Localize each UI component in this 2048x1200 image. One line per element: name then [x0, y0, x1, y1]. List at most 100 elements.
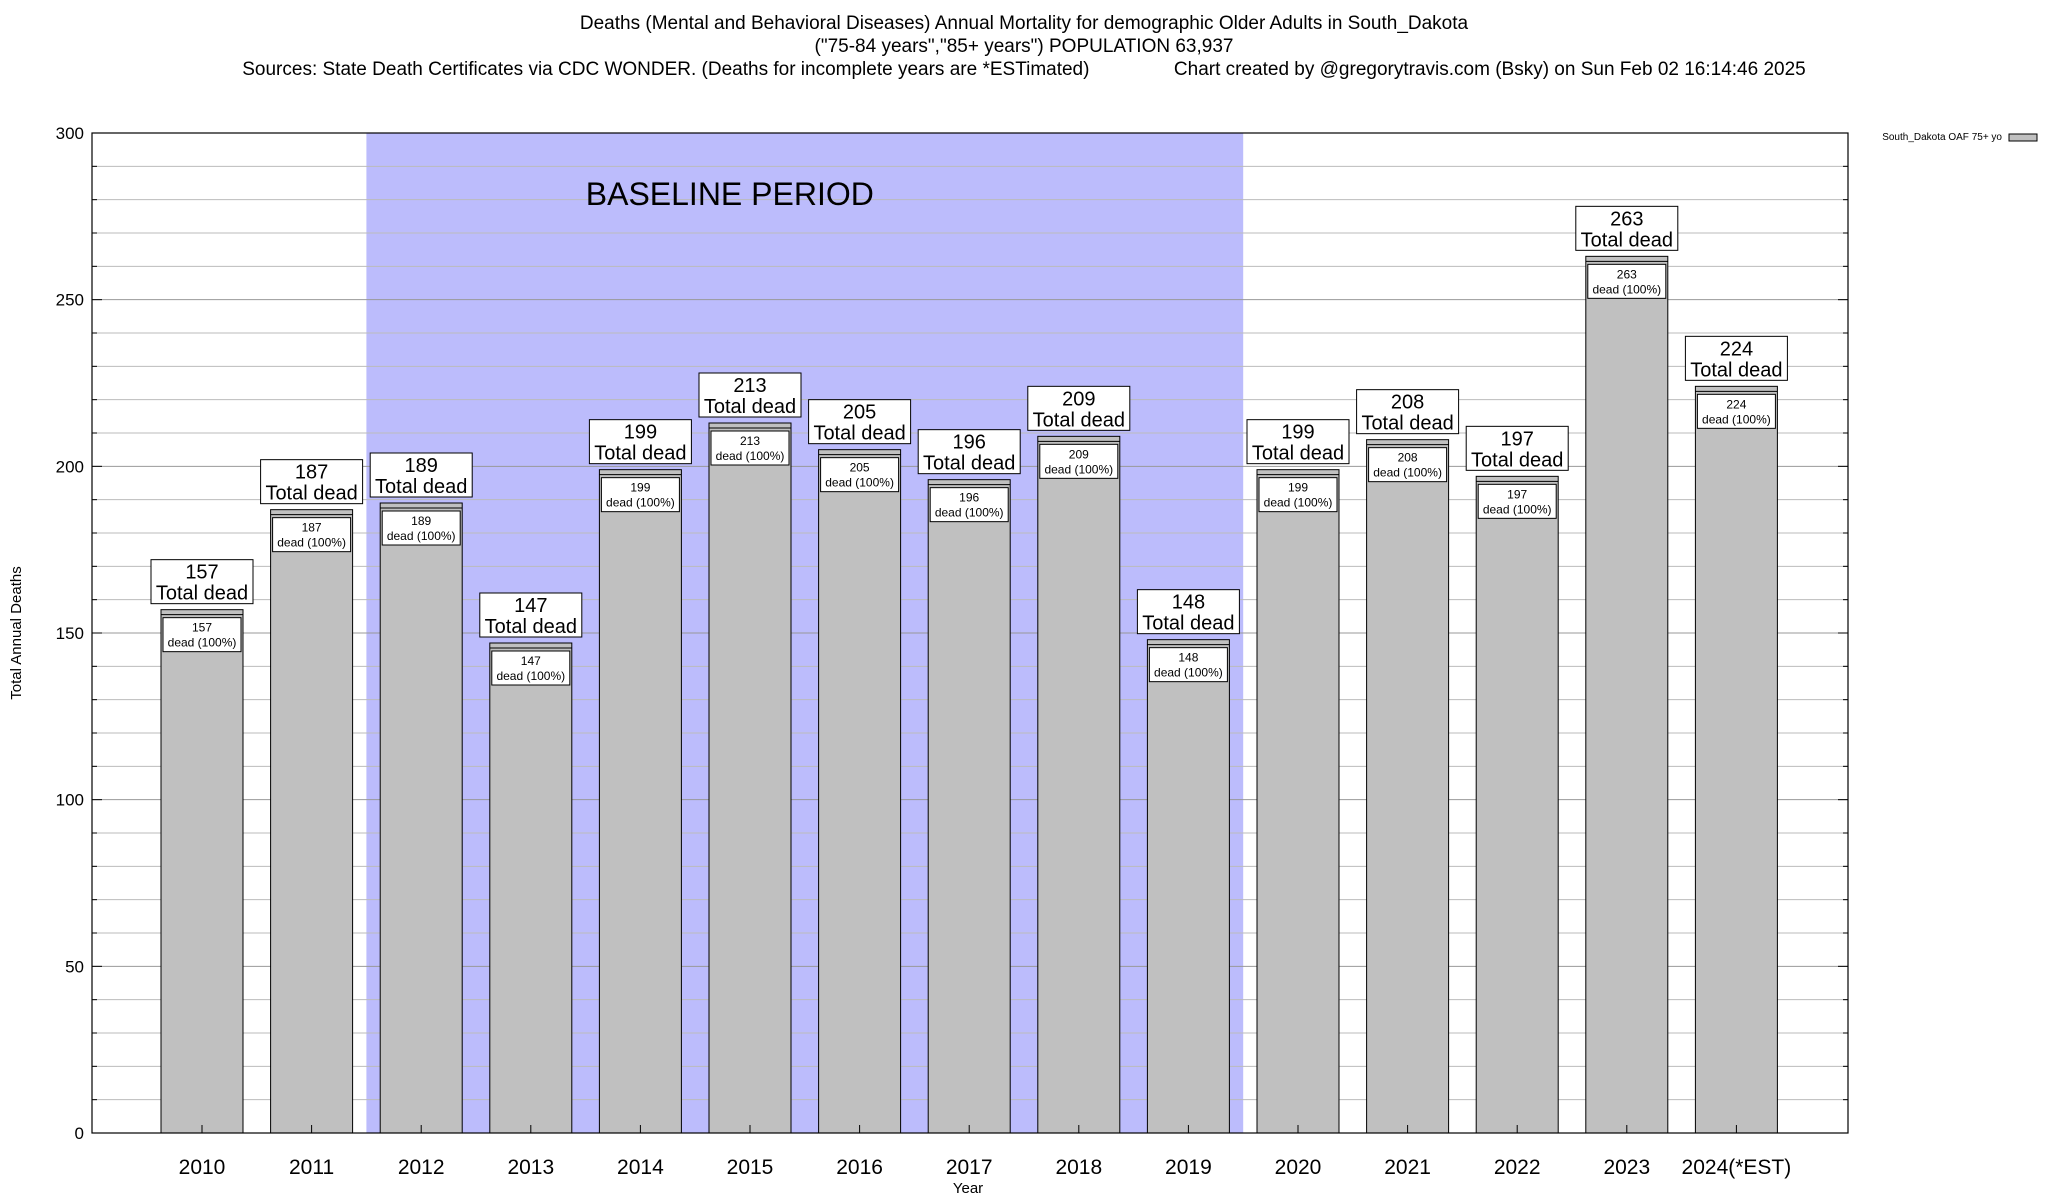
- total-dead-label: Total dead: [485, 616, 577, 638]
- total-label-box: [1465, 425, 1569, 471]
- bar: [160, 609, 244, 1134]
- total-label-box: [1575, 205, 1679, 251]
- inner-label-box: [272, 517, 352, 553]
- inner-percent-label: dead (100%): [716, 449, 785, 463]
- inner-percent-label: dead (100%): [825, 476, 894, 490]
- total-dead-label: Total dead: [704, 396, 796, 418]
- inner-percent-label: dead (100%): [1373, 466, 1442, 480]
- total-value-label: 199: [624, 422, 657, 444]
- total-label-box: [1246, 419, 1350, 465]
- total-label-box: [1027, 385, 1131, 431]
- total-label-box: [808, 399, 912, 445]
- x-tick-label: 2010: [179, 1156, 226, 1179]
- bar: [1694, 385, 1778, 1134]
- inner-label-box: [710, 430, 790, 466]
- inner-percent-label: dead (100%): [277, 536, 346, 550]
- total-value-label: 213: [733, 375, 766, 397]
- total-dead-label: Total dead: [1033, 409, 1125, 431]
- total-dead-label: Total dead: [923, 453, 1015, 475]
- total-dead-label: Total dead: [1252, 443, 1344, 465]
- inner-label-box: [820, 457, 900, 493]
- inner-value-label: 187: [302, 521, 322, 535]
- x-tick-label: 2015: [727, 1156, 774, 1179]
- y-tick-label: 300: [56, 124, 84, 143]
- inner-value-label: 196: [959, 491, 979, 505]
- total-dead-label: Total dead: [813, 423, 905, 445]
- total-dead-label: Total dead: [1690, 359, 1782, 381]
- inner-value-label: 209: [1069, 447, 1089, 461]
- inner-percent-label: dead (100%): [1154, 666, 1223, 680]
- x-tick-label: 2018: [1055, 1156, 1102, 1179]
- total-dead-label: Total dead: [375, 476, 467, 498]
- legend-label: South_Dakota OAF 75+ yo: [1882, 132, 2002, 143]
- x-tick-label: 2013: [507, 1156, 554, 1179]
- inner-label-box: [1477, 483, 1557, 519]
- bar: [708, 422, 792, 1134]
- inner-label-box: [600, 477, 680, 513]
- inner-value-label: 197: [1507, 487, 1527, 501]
- chart-titles: Deaths (Mental and Behavioral Diseases) …: [0, 12, 2048, 81]
- x-tick-label: 2011: [289, 1156, 334, 1179]
- inner-label-box: [1587, 263, 1667, 299]
- total-dead-label: Total dead: [1471, 449, 1563, 471]
- total-label-box: [479, 592, 583, 638]
- total-label-box: [150, 559, 254, 605]
- total-value-label: 205: [843, 402, 876, 424]
- inner-value-label: 189: [411, 514, 431, 528]
- plot-border: [91, 132, 1849, 1134]
- total-value-label: 263: [1610, 208, 1643, 230]
- total-label-box: [588, 419, 692, 465]
- inner-value-label: 208: [1398, 451, 1418, 465]
- inner-value-label: 157: [192, 621, 212, 635]
- inner-percent-label: dead (100%): [496, 669, 565, 683]
- legend-swatch: [2008, 133, 2038, 142]
- x-tick-label: 2014: [617, 1156, 664, 1179]
- chart-subtitle: ("75-84 years","85+ years") POPULATION 6…: [814, 36, 1234, 57]
- bar: [1475, 475, 1559, 1134]
- x-tick-label: 2016: [836, 1156, 883, 1179]
- inner-value-label: 205: [850, 461, 870, 475]
- total-value-label: 157: [185, 562, 218, 584]
- bar: [1256, 469, 1340, 1134]
- y-tick-label: 250: [56, 291, 84, 310]
- total-value-label: 196: [953, 432, 986, 454]
- bar: [489, 642, 573, 1134]
- inner-percent-label: dead (100%): [1592, 282, 1661, 296]
- total-value-label: 209: [1062, 388, 1095, 410]
- total-dead-label: Total dead: [1581, 229, 1673, 251]
- bar: [1585, 255, 1669, 1134]
- total-value-label: 148: [1172, 592, 1205, 614]
- inner-label-box: [1368, 447, 1448, 483]
- total-value-label: 199: [1281, 422, 1314, 444]
- y-tick-label: 100: [56, 791, 84, 810]
- x-tick-label: 2020: [1275, 1156, 1322, 1179]
- y-tick-label: 200: [56, 457, 84, 476]
- x-axis-label: Year: [953, 1180, 983, 1197]
- total-dead-label: Total dead: [594, 443, 686, 465]
- bar: [818, 449, 902, 1134]
- bar: [1037, 435, 1121, 1134]
- x-tick-label: 2022: [1494, 1156, 1541, 1179]
- chart-title: Deaths (Mental and Behavioral Diseases) …: [579, 13, 1469, 34]
- x-tick-label: 2017: [946, 1156, 993, 1179]
- inner-percent-label: dead (100%): [168, 636, 237, 650]
- total-label-box: [1136, 589, 1240, 635]
- x-tick-label: 2012: [398, 1156, 445, 1179]
- total-dead-label: Total dead: [1142, 613, 1234, 635]
- inner-label-box: [929, 487, 1009, 523]
- bar: [1366, 439, 1450, 1134]
- inner-percent-label: dead (100%): [1483, 502, 1552, 516]
- total-value-label: 208: [1391, 392, 1424, 414]
- inner-label-box: [1039, 443, 1119, 479]
- bar: [379, 502, 463, 1134]
- bar: [270, 509, 354, 1134]
- total-value-label: 187: [295, 462, 328, 484]
- inner-percent-label: dead (100%): [1702, 412, 1771, 426]
- bar: [1146, 639, 1230, 1134]
- x-tick-label: 2024(*EST): [1682, 1156, 1792, 1179]
- inner-label-box: [1148, 647, 1228, 683]
- x-tick-label: 2019: [1165, 1156, 1212, 1179]
- total-dead-label: Total dead: [156, 583, 248, 605]
- inner-label-box: [1258, 477, 1338, 513]
